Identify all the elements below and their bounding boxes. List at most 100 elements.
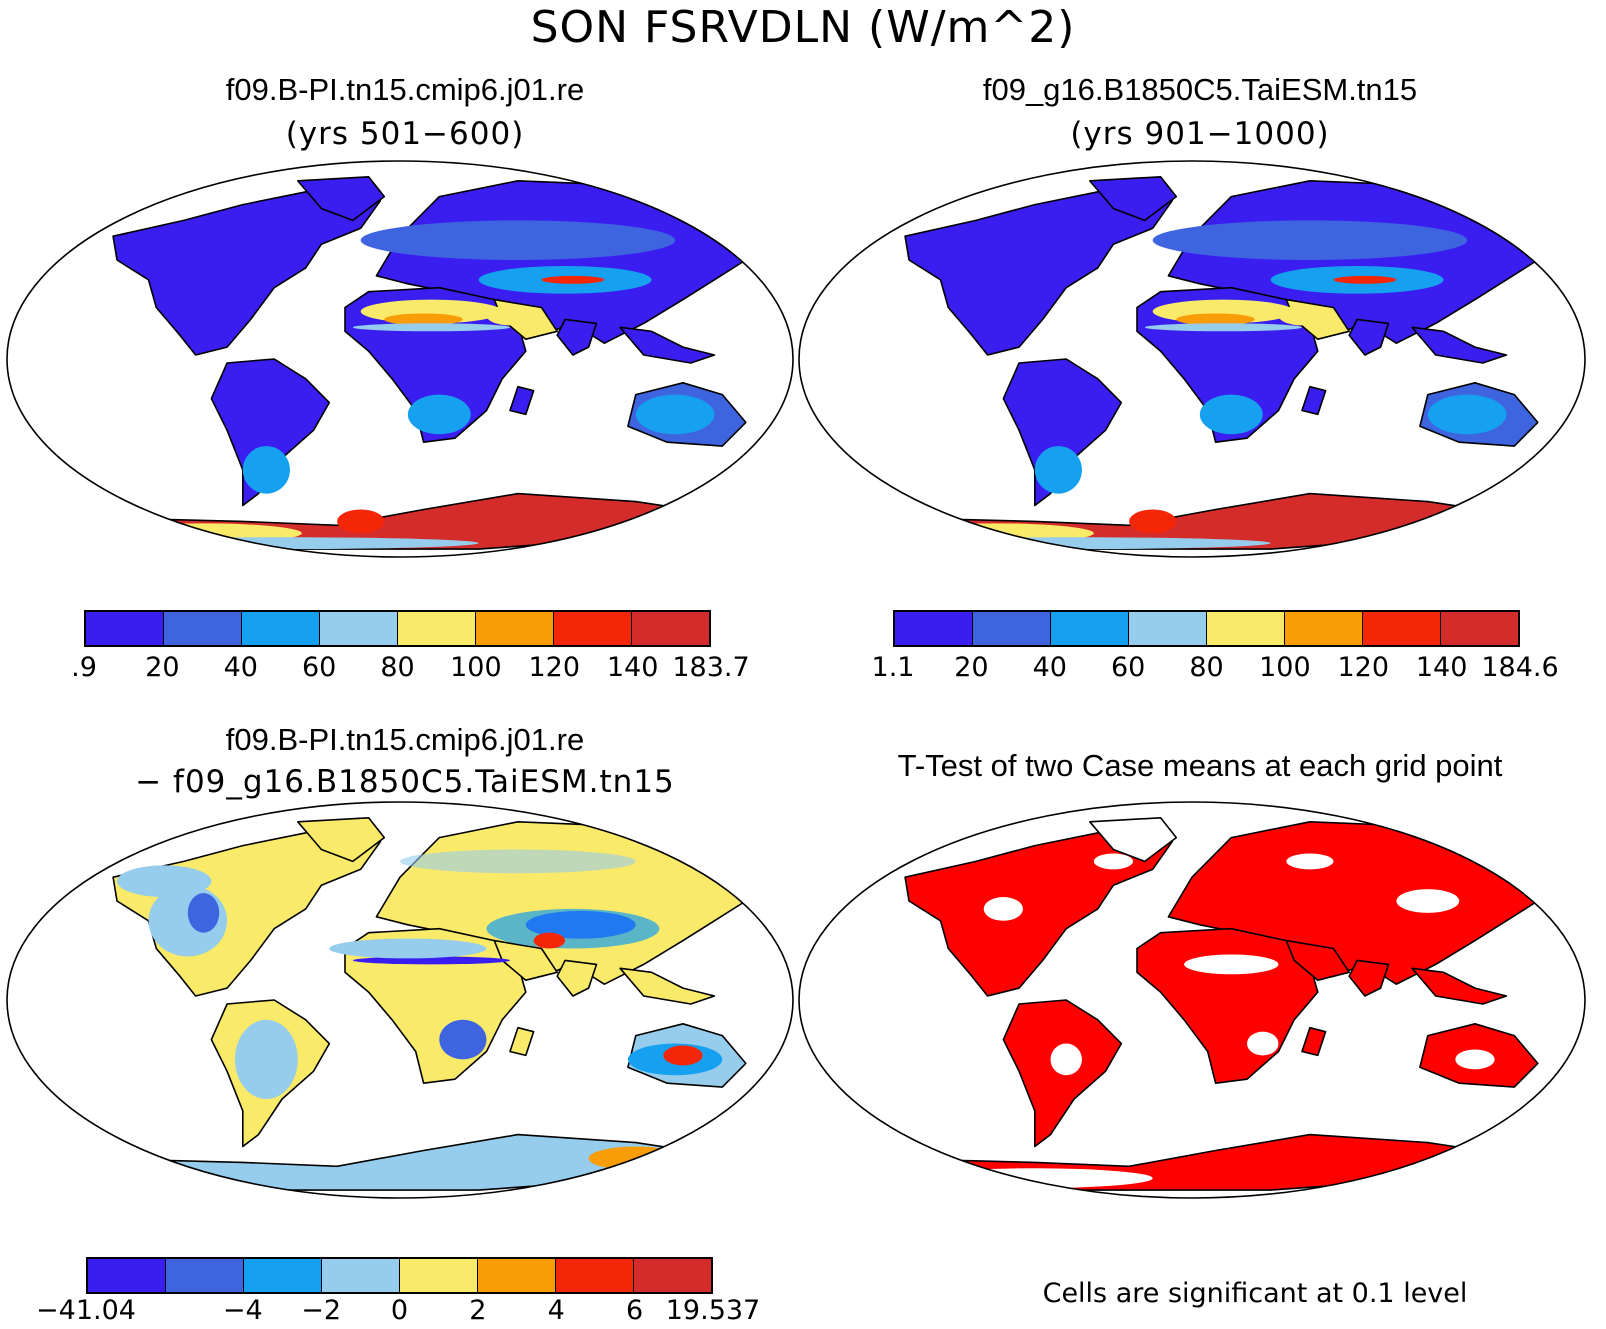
field-patch [1144, 323, 1303, 332]
colorbar-tick-label: −2 [301, 1295, 342, 1326]
colorbar-swatch [400, 1259, 478, 1292]
colorbar-tick-label: 20 [954, 652, 989, 683]
colorbar-tick-label: 20 [145, 652, 180, 683]
map-panel-3 [6, 801, 794, 1199]
colorbar-tick-label: 100 [450, 652, 502, 683]
map-border [6, 801, 794, 1199]
land-seasia [619, 967, 716, 1005]
colorbar-tick-label: 40 [1032, 652, 1067, 683]
field-patch [486, 305, 534, 326]
colorbar-tick-label: 140 [1415, 652, 1468, 683]
colorbar-swatch [1051, 612, 1129, 645]
colorbar-swatch [322, 1259, 400, 1292]
land-madagascar [1301, 1026, 1327, 1057]
colorbar-swatch [320, 612, 398, 645]
land-arabia [493, 939, 559, 982]
land-madagascar [509, 1026, 535, 1057]
colorbar-swatch [164, 612, 242, 645]
colorbar-tick-label: −41.04 [36, 1295, 136, 1326]
panel-1-subtitle: (yrs 501−600) [285, 116, 525, 152]
land-namerica [112, 187, 382, 356]
field-patch [1129, 509, 1177, 534]
field-patch [360, 220, 676, 260]
panel-1-title: f09.B-PI.tn15.cmip6.j01.re [225, 72, 585, 107]
land-greenland [1089, 176, 1178, 222]
field-patch [1286, 853, 1334, 870]
land-greenland [1089, 816, 1178, 863]
field-patch [916, 1168, 1153, 1189]
field-patch [533, 932, 566, 949]
map-border [798, 801, 1586, 1199]
land-india [1348, 318, 1390, 356]
panel-2-subtitle: (yrs 901−1000) [1070, 116, 1330, 152]
field-patch [1333, 275, 1397, 284]
colorbar-tick-label: 140 [606, 652, 659, 683]
field-patch [1093, 853, 1134, 870]
colorbar-tick-label: 2 [469, 1295, 487, 1326]
colorbar-tick-label: −4 [222, 1295, 263, 1326]
field-patch [1050, 1043, 1082, 1076]
field-patch [1034, 446, 1082, 494]
colorbar-tick-label: 19.537 [665, 1295, 761, 1326]
colorbar-swatch [632, 612, 709, 645]
colorbar-tick-label: 1.1 [871, 652, 915, 683]
land-greenland [296, 816, 386, 863]
colorbar-swatch [554, 612, 632, 645]
colorbar-panel-1-labels: .9 20 40 60 80 100 120 140 183.7 [71, 652, 750, 686]
field-patch [486, 908, 660, 949]
colorbar-tick-label: 80 [1189, 652, 1224, 683]
field-patch [439, 1019, 487, 1060]
colorbar-swatch [1207, 612, 1285, 645]
colorbar-swatch [88, 1259, 166, 1292]
colorbar-swatch [634, 1259, 711, 1292]
land-india [556, 318, 598, 356]
colorbar-panel-3-labels: −41.04 −4 −2 0 2 4 6 19.537 [36, 1295, 760, 1329]
field-patch [1396, 889, 1460, 913]
colorbar-swatch [86, 612, 164, 645]
colorbar-swatch [398, 612, 476, 645]
colorbar-tick-label: 184.6 [1481, 652, 1559, 683]
field-patch [242, 446, 290, 494]
field-patch [117, 865, 212, 898]
field-patch [329, 938, 487, 959]
colorbar-swatch [476, 612, 554, 645]
field-patch [352, 956, 511, 965]
colorbar-swatch [242, 612, 320, 645]
land-seasia [619, 326, 716, 364]
panel-2-title: f09_g16.B1850C5.TaiESM.tn15 [982, 72, 1418, 107]
map-border [6, 160, 794, 558]
field-patch [1427, 394, 1507, 435]
land-seasia [1411, 967, 1508, 1005]
land-greenland [296, 176, 386, 222]
field-patch [663, 1045, 703, 1066]
colorbar-swatch [973, 612, 1051, 645]
land-madagascar [1301, 385, 1327, 416]
field-patch [1152, 220, 1468, 260]
colorbar-tick-label: 120 [528, 652, 581, 683]
land-madagascar [509, 385, 535, 416]
colorbar-swatch [895, 612, 973, 645]
colorbar-panel-3 [86, 1257, 713, 1294]
colorbar-tick-label: 60 [1110, 652, 1146, 683]
colorbar-tick-label: 60 [301, 652, 337, 683]
land-india [556, 959, 598, 997]
field-patch [1278, 305, 1326, 326]
map-panel-4 [798, 801, 1586, 1199]
field-patch [541, 275, 605, 284]
colorbar-swatch [166, 1259, 244, 1292]
colorbar-tick-label: 80 [380, 652, 415, 683]
field-patch [1231, 501, 1468, 526]
colorbar-tick-label: 0 [390, 1295, 409, 1326]
land-namerica [904, 828, 1174, 997]
colorbar-tick-label: 4 [547, 1295, 565, 1326]
panel-4-title: T-Test of two Case means at each grid po… [897, 748, 1503, 783]
colorbar-panel-2-labels: 1.1 20 40 60 80 100 120 140 184.6 [872, 652, 1559, 686]
colorbar-tick-label: 100 [1259, 652, 1311, 683]
page-title: SON FSRVDLN (W/m^2) [530, 2, 1076, 53]
field-patch [1184, 954, 1279, 975]
field-patch [1247, 1031, 1279, 1056]
field-patch [1199, 394, 1263, 435]
colorbar-tick-label: 120 [1337, 652, 1390, 683]
colorbar-tick-label: 183.7 [672, 652, 750, 683]
